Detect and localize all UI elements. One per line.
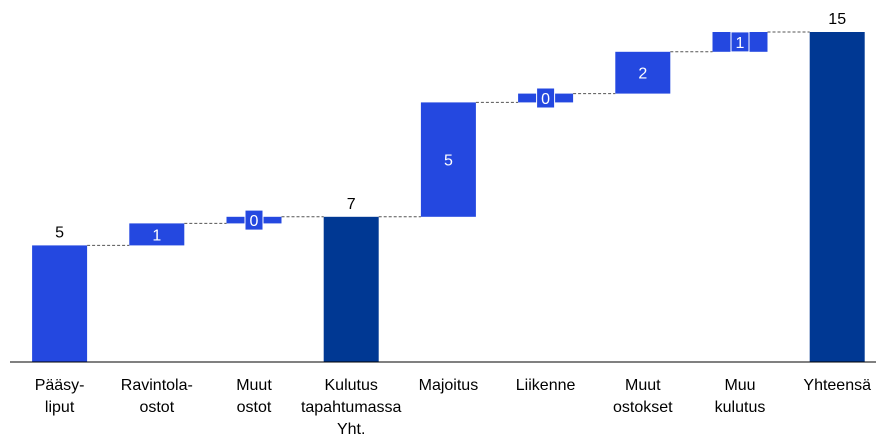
- bar: [129, 223, 185, 246]
- value-label: 1: [152, 227, 161, 244]
- bar: [32, 245, 88, 362]
- value-label: 5: [55, 224, 64, 241]
- bar: [323, 216, 379, 362]
- x-tick-label: Muut ostot: [236, 377, 272, 416]
- x-tick-label: Liikenne: [516, 377, 576, 394]
- label-box: [244, 209, 264, 231]
- bar: [420, 102, 476, 217]
- label-box: [536, 87, 556, 109]
- value-label: 15: [828, 11, 846, 28]
- value-label: 0: [250, 213, 259, 230]
- x-tick-label: Muut ostokset: [613, 377, 673, 416]
- x-tick-label: Kulutus tapahtumassa Yht.: [301, 377, 402, 438]
- value-label: 5: [444, 153, 453, 170]
- value-label: 7: [347, 196, 356, 213]
- x-tick-label: Majoitus: [419, 377, 479, 394]
- value-label: 1: [736, 35, 745, 52]
- value-label: 0: [541, 91, 550, 108]
- label-box: [730, 31, 750, 53]
- value-label: 2: [638, 66, 647, 83]
- x-tick-label: Muu kulutus: [715, 377, 766, 416]
- x-tick-label: Ravintola-ostot: [121, 377, 193, 416]
- x-tick-label: Yhteensä: [803, 377, 871, 394]
- bar: [615, 51, 671, 94]
- bar: [809, 32, 865, 362]
- x-tick-label: Pääsy-liput: [35, 377, 85, 416]
